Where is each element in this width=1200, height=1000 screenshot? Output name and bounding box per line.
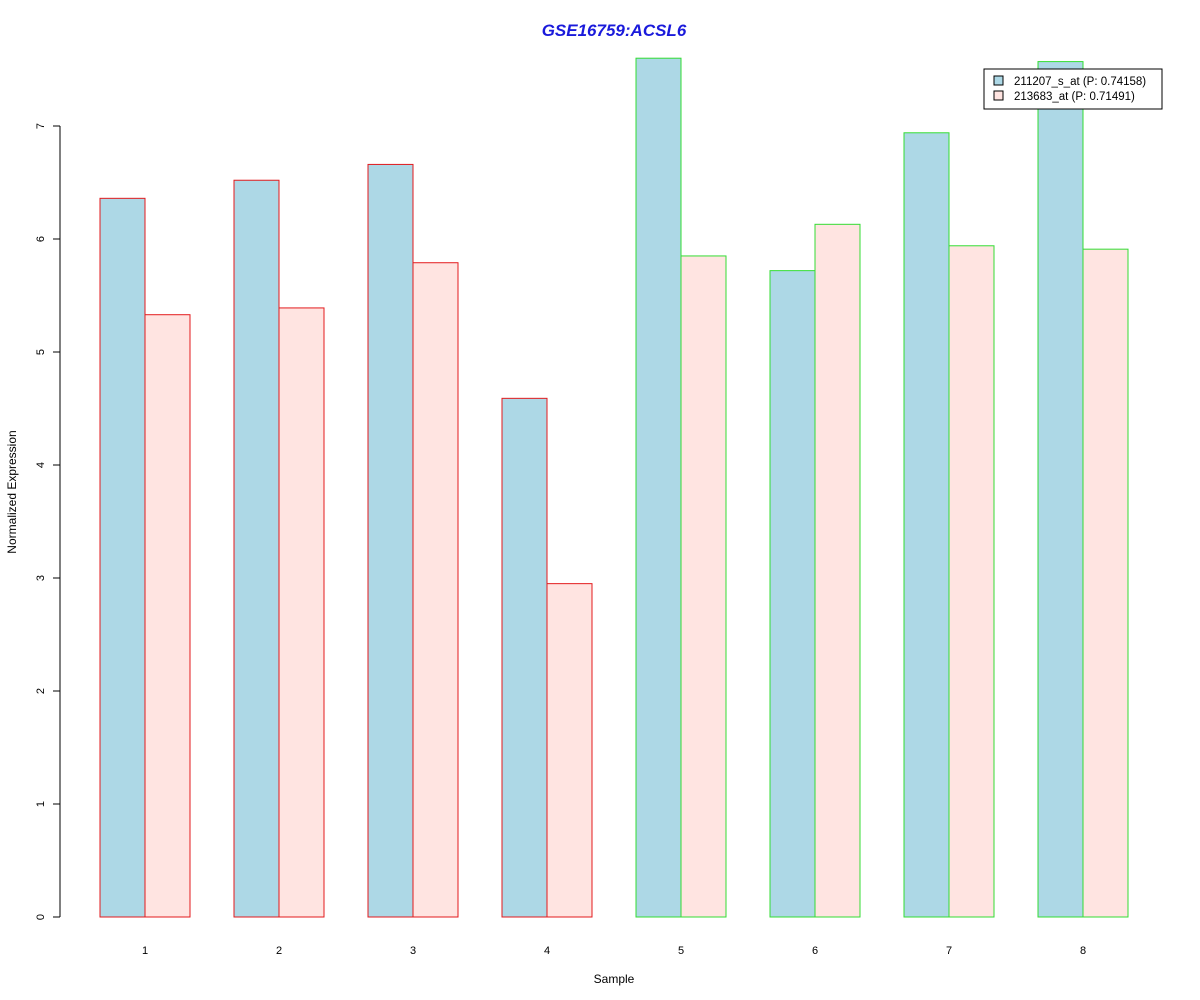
x-tick-label: 8 <box>1080 945 1086 957</box>
bar-sample-2-series-2 <box>278 307 325 918</box>
bar-sample-8-series-1 <box>1037 61 1084 918</box>
y-tick-label: 4 <box>35 462 47 468</box>
x-tick-label: 1 <box>142 945 148 957</box>
x-axis-tick-labels: 1 2 3 4 5 6 7 8 <box>142 945 1086 957</box>
y-tick-label: 7 <box>35 123 47 129</box>
bar-sample-4-series-2 <box>546 583 593 918</box>
x-tick-label: 3 <box>410 945 416 957</box>
x-tick-label: 4 <box>544 945 550 957</box>
bar-sample-4-series-1 <box>501 397 548 918</box>
y-tick-label: 3 <box>35 575 47 581</box>
y-tick-label: 5 <box>35 349 47 355</box>
chart-title: GSE16759:ACSL6 <box>542 21 687 40</box>
bar-sample-1-series-1 <box>99 197 146 918</box>
bar-sample-3-series-1 <box>367 163 414 918</box>
x-tick-label: 5 <box>678 945 684 957</box>
legend-entry: 211207_s_at (P: 0.74158) <box>1014 76 1146 88</box>
y-tick-label: 6 <box>35 236 47 242</box>
y-axis: 0 1 2 3 4 5 6 7 <box>35 123 61 920</box>
bar-sample-8-series-2 <box>1082 248 1129 918</box>
legend-swatch <box>993 90 1004 101</box>
bar-sample-3-series-2 <box>412 262 459 918</box>
bar-sample-5-series-1 <box>635 57 682 918</box>
y-axis-label: Normalized Expression <box>5 430 19 553</box>
y-tick-label: 0 <box>35 914 47 920</box>
y-tick-label: 1 <box>35 801 47 807</box>
bar-sample-7-series-1 <box>903 132 950 918</box>
x-tick-label: 2 <box>276 945 282 957</box>
legend: 211207_s_at (P: 0.74158) 213683_at (P: 0.… <box>983 68 1163 110</box>
bar-sample-6-series-1 <box>769 270 816 918</box>
x-tick-label: 6 <box>812 945 818 957</box>
y-tick-label: 2 <box>35 688 47 694</box>
legend-entry: 213683_at (P: 0.71491) <box>1014 91 1135 103</box>
bars <box>99 57 1129 918</box>
bar-sample-7-series-2 <box>948 245 995 918</box>
x-tick-label: 7 <box>946 945 952 957</box>
bar-sample-2-series-1 <box>233 179 280 918</box>
legend-swatch <box>993 75 1004 86</box>
bar-sample-5-series-2 <box>680 255 727 918</box>
bar-sample-1-series-2 <box>144 314 191 918</box>
legend-box <box>983 68 1163 110</box>
bar-sample-6-series-2 <box>814 223 861 918</box>
x-axis-label: Sample <box>594 972 635 986</box>
